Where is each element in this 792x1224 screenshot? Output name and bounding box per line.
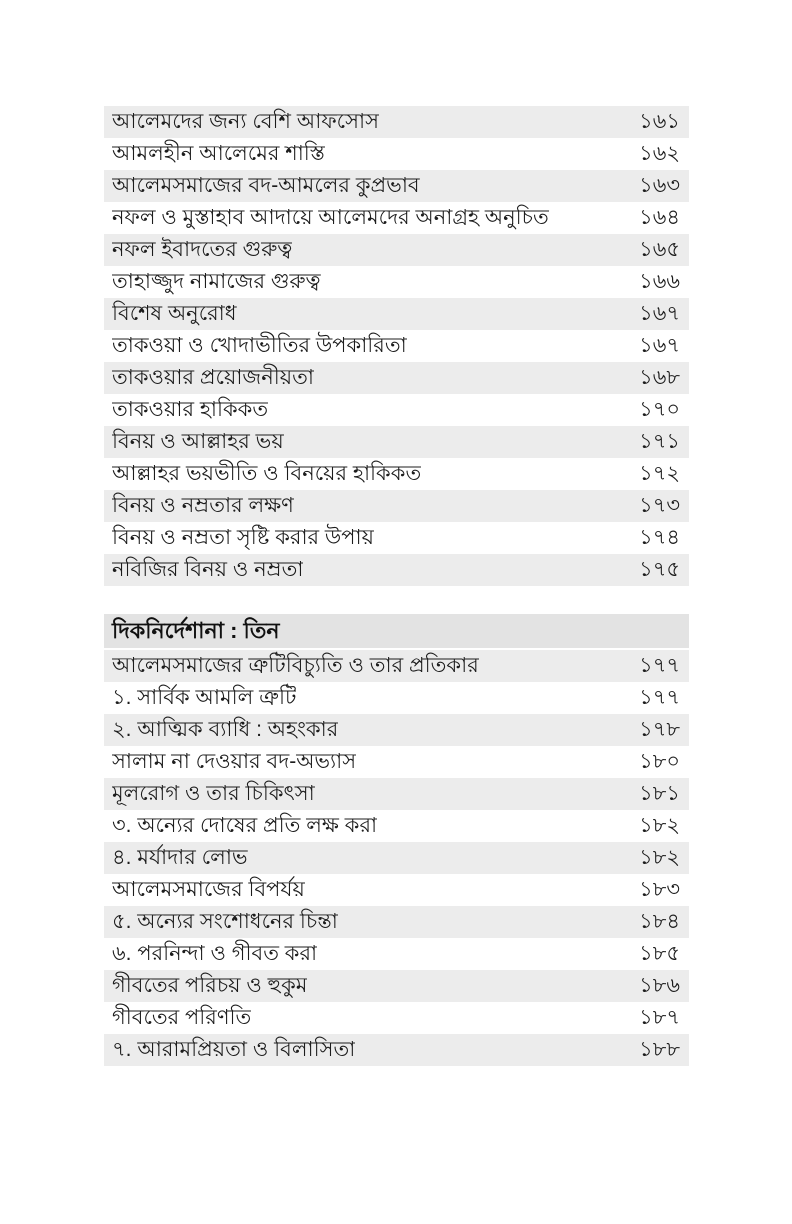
toc-row: ৩. অন্যের দোষের প্রতি লক্ষ করা ১৮২ xyxy=(104,810,689,842)
toc-row: গীবতের পরিচয় ও হুকুম ১৮৬ xyxy=(104,970,689,1002)
toc-row: গীবতের পরিণতি ১৮৭ xyxy=(104,1002,689,1034)
toc-entry-title: তাহাজ্জুদ নামাজের গুরুত্ব xyxy=(112,270,321,293)
toc-row: তাহাজ্জুদ নামাজের গুরুত্ব ১৬৬ xyxy=(104,266,689,298)
toc-entry-page: ১৬৪ xyxy=(639,206,680,229)
toc-row: বিনয় ও নম্রতা সৃষ্টি করার উপায় ১৭৪ xyxy=(104,522,689,554)
toc-entry-page: ১৭২ xyxy=(639,462,680,485)
toc-entry-page: ১৮৬ xyxy=(639,974,680,997)
toc-row: সালাম না দেওয়ার বদ-অভ্যাস ১৮০ xyxy=(104,746,689,778)
toc-row: ৪. মর্যাদার লোভ ১৮২ xyxy=(104,842,689,874)
toc-entry-title: ১. সার্বিক আমলি ত্রুটি xyxy=(112,686,297,709)
toc-entry-title: নফল ও মুস্তাহাব আদায়ে আলেমদের অনাগ্রহ অ… xyxy=(112,206,549,229)
section-gap xyxy=(104,586,689,614)
toc-row: বিনয় ও নম্রতার লক্ষণ ১৭৩ xyxy=(104,490,689,522)
toc-entry-page: ১৮৭ xyxy=(639,1006,680,1029)
toc-entry-title: আমলহীন আলেমের শাস্তি xyxy=(112,142,325,165)
toc-entry-page: ১৭৭ xyxy=(639,654,680,677)
toc-row: তাকওয়া ও খোদাভীতির উপকারিতা ১৬৭ xyxy=(104,330,689,362)
toc-row: আলেমদের জন্য বেশি আফসোস ১৬১ xyxy=(104,106,689,138)
toc-entry-title: আলেমসমাজের বদ-আমলের কুপ্রভাব xyxy=(112,174,420,197)
toc-entry-page: ১৬৭ xyxy=(639,334,680,357)
toc-entry-page: ১৬৬ xyxy=(639,270,680,293)
toc-entry-title: গীবতের পরিচয় ও হুকুম xyxy=(112,974,308,997)
toc-entry-page: ১৬১ xyxy=(639,110,680,133)
toc-entry-page: ১৭৪ xyxy=(639,526,680,549)
toc-entry-page: ১৭৮ xyxy=(639,718,680,741)
toc-row: নবিজির বিনয় ও নম্রতা ১৭৫ xyxy=(104,554,689,586)
toc-entry-title: বিনয় ও আল্লাহর ভয় xyxy=(112,430,284,453)
toc-row: তাকওয়ার হাকিকত ১৭০ xyxy=(104,394,689,426)
toc-row: নফল ইবাদতের গুরুত্ব ১৬৫ xyxy=(104,234,689,266)
toc-entry-title: গীবতের পরিণতি xyxy=(112,1006,252,1029)
toc-entry-page: ১৭৩ xyxy=(639,494,680,517)
toc-row: তাকওয়ার প্রয়োজনীয়তা ১৬৮ xyxy=(104,362,689,394)
table-of-contents: আলেমদের জন্য বেশি আফসোস ১৬১ আমলহীন আলেমের … xyxy=(104,106,689,1066)
toc-entry-title: ৪. মর্যাদার লোভ xyxy=(112,846,248,869)
toc-entry-title: নফল ইবাদতের গুরুত্ব xyxy=(112,238,293,261)
toc-entry-page: ১৭৫ xyxy=(639,558,680,581)
section-header: দিকনির্দেশানা : তিন xyxy=(104,614,689,648)
toc-row: বিনয় ও আল্লাহর ভয় ১৭১ xyxy=(104,426,689,458)
toc-entry-page: ১৬৮ xyxy=(639,366,680,389)
toc-entry-title: ৭. আরামপ্রিয়তা ও বিলাসিতা xyxy=(112,1038,356,1061)
toc-row: আলেমসমাজের বদ-আমলের কুপ্রভাব ১৬৩ xyxy=(104,170,689,202)
toc-entry-title: ৫. অন্যের সংশোধনের চিন্তা xyxy=(112,910,338,933)
toc-row: আলেমসমাজের বিপর্যয় ১৮৩ xyxy=(104,874,689,906)
toc-entry-page: ১৭০ xyxy=(639,398,680,421)
toc-entry-title: তাকওয়া ও খোদাভীতির উপকারিতা xyxy=(112,334,407,357)
toc-row: মূলরোগ ও তার চিকিৎসা ১৮১ xyxy=(104,778,689,810)
toc-entry-page: ১৬৩ xyxy=(639,174,680,197)
toc-row: ১. সার্বিক আমলি ত্রুটি ১৭৭ xyxy=(104,682,689,714)
toc-entry-page: ১৮৩ xyxy=(639,878,680,901)
toc-entry-title: আলেমদের জন্য বেশি আফসোস xyxy=(112,110,379,133)
toc-entry-page: ১৮৪ xyxy=(639,910,680,933)
toc-row: নফল ও মুস্তাহাব আদায়ে আলেমদের অনাগ্রহ অ… xyxy=(104,202,689,234)
toc-row: ৫. অন্যের সংশোধনের চিন্তা ১৮৪ xyxy=(104,906,689,938)
toc-entry-title: ৬. পরনিন্দা ও গীবত করা xyxy=(112,942,318,965)
toc-entry-title: ৩. অন্যের দোষের প্রতি লক্ষ করা xyxy=(112,814,378,837)
toc-entry-title: বিনয় ও নম্রতা সৃষ্টি করার উপায় xyxy=(112,526,375,549)
toc-entry-title: নবিজির বিনয় ও নম্রতা xyxy=(112,558,304,581)
toc-entry-page: ১৮০ xyxy=(639,750,680,773)
toc-entry-page: ১৭১ xyxy=(639,430,680,453)
toc-row: ৬. পরনিন্দা ও গীবত করা ১৮৫ xyxy=(104,938,689,970)
toc-row: আলেমসমাজের ত্রুটিবিচ্যুতি ও তার প্রতিকার… xyxy=(104,650,689,682)
toc-row: আমলহীন আলেমের শাস্তি ১৬২ xyxy=(104,138,689,170)
toc-entry-title: ২. আত্মিক ব্যাধি : অহংকার xyxy=(112,718,339,741)
toc-entry-page: ১৮২ xyxy=(639,814,680,837)
toc-entry-title: মূলরোগ ও তার চিকিৎসা xyxy=(112,782,315,805)
toc-entry-title: সালাম না দেওয়ার বদ-অভ্যাস xyxy=(112,750,357,773)
toc-entry-title: আলেমসমাজের বিপর্যয় xyxy=(112,878,305,901)
toc-entry-title: আলেমসমাজের ত্রুটিবিচ্যুতি ও তার প্রতিকার xyxy=(112,654,479,677)
toc-entry-title: আল্লাহর ভয়ভীতি ও বিনয়ের হাকিকত xyxy=(112,462,422,485)
toc-entry-page: ১৮১ xyxy=(639,782,680,805)
toc-row: আল্লাহর ভয়ভীতি ও বিনয়ের হাকিকত ১৭২ xyxy=(104,458,689,490)
toc-entry-page: ১৮৮ xyxy=(639,1038,680,1061)
toc-entry-page: ১৬৫ xyxy=(639,238,680,261)
toc-row: ৭. আরামপ্রিয়তা ও বিলাসিতা ১৮৮ xyxy=(104,1034,689,1066)
toc-row: বিশেষ অনুরোধ ১৬৭ xyxy=(104,298,689,330)
toc-entry-page: ১৮২ xyxy=(639,846,680,869)
toc-entry-title: তাকওয়ার প্রয়োজনীয়তা xyxy=(112,366,314,389)
toc-entry-title: তাকওয়ার হাকিকত xyxy=(112,398,269,421)
toc-entry-page: ১৬২ xyxy=(639,142,680,165)
toc-entry-page: ১৭৭ xyxy=(639,686,680,709)
toc-row: ২. আত্মিক ব্যাধি : অহংকার ১৭৮ xyxy=(104,714,689,746)
toc-entry-title: বিনয় ও নম্রতার লক্ষণ xyxy=(112,494,294,517)
toc-entry-title: বিশেষ অনুরোধ xyxy=(112,302,237,325)
toc-entry-page: ১৬৭ xyxy=(639,302,680,325)
toc-entry-page: ১৮৫ xyxy=(639,942,680,965)
